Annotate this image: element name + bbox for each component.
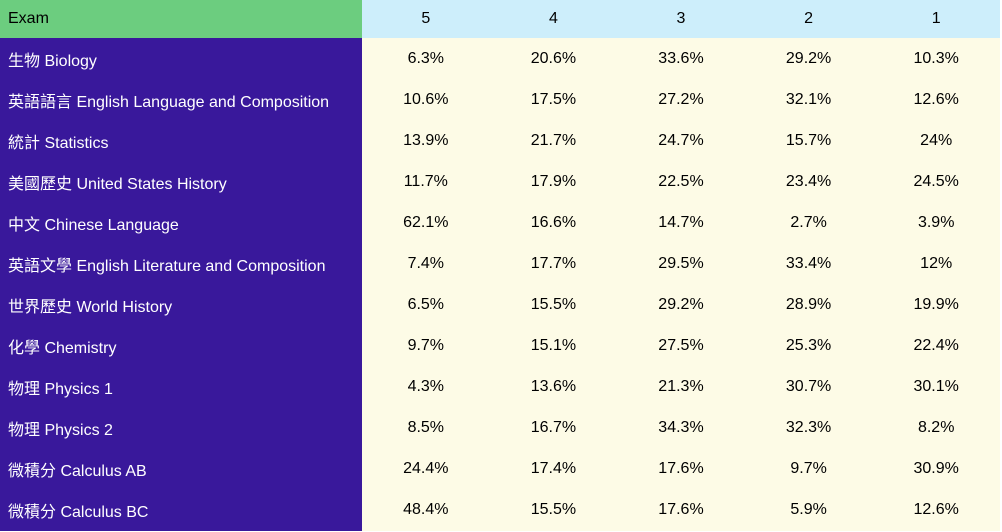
score-value-cell: 16.7% — [489, 407, 618, 449]
score-value-cell: 30.9% — [872, 448, 1000, 490]
score-value-cell: 16.6% — [489, 202, 618, 244]
score-value-cell: 48.4% — [362, 489, 490, 531]
score-value-cell: 14.7% — [617, 202, 745, 244]
score-column-header-3: 3 — [617, 0, 745, 38]
score-value-cell: 3.9% — [872, 202, 1000, 244]
score-column-header-2: 2 — [744, 0, 873, 38]
score-value-cell: 24% — [872, 120, 1000, 162]
score-value-cell: 15.5% — [489, 489, 618, 531]
score-column-header-4: 4 — [489, 0, 618, 38]
score-value-cell: 13.9% — [362, 120, 490, 162]
score-value-cell: 12.6% — [872, 489, 1000, 531]
exam-name-cell: 物理 Physics 1 — [0, 366, 362, 408]
exam-name-cell: 微積分 Calculus BC — [0, 489, 362, 531]
score-value-cell: 12.6% — [872, 79, 1000, 121]
score-value-cell: 5.9% — [744, 489, 873, 531]
exam-name-cell: 統計 Statistics — [0, 120, 362, 162]
score-value-cell: 8.2% — [872, 407, 1000, 449]
score-value-cell: 17.9% — [489, 161, 618, 203]
exam-name-cell: 英語文學 English Literature and Composition — [0, 243, 362, 285]
score-value-cell: 6.3% — [362, 38, 490, 80]
score-value-cell: 12% — [872, 243, 1000, 285]
score-value-cell: 17.5% — [489, 79, 618, 121]
exam-name-cell: 生物 Biology — [0, 38, 362, 80]
score-column-header-1: 1 — [872, 0, 1000, 38]
score-value-cell: 15.1% — [489, 325, 618, 367]
score-value-cell: 28.9% — [744, 284, 873, 326]
exam-name-cell: 化學 Chemistry — [0, 325, 362, 367]
exam-name-cell: 物理 Physics 2 — [0, 407, 362, 449]
score-value-cell: 21.7% — [489, 120, 618, 162]
exam-name-cell: 中文 Chinese Language — [0, 202, 362, 244]
score-value-cell: 24.7% — [617, 120, 745, 162]
score-value-cell: 32.1% — [744, 79, 873, 121]
score-value-cell: 33.6% — [617, 38, 745, 80]
score-value-cell: 19.9% — [872, 284, 1000, 326]
score-value-cell: 11.7% — [362, 161, 490, 203]
score-value-cell: 8.5% — [362, 407, 490, 449]
exam-name-cell: 美國歷史 United States History — [0, 161, 362, 203]
score-value-cell: 7.4% — [362, 243, 490, 285]
exam-name-cell: 英語語言 English Language and Composition — [0, 79, 362, 121]
score-value-cell: 27.2% — [617, 79, 745, 121]
score-value-cell: 25.3% — [744, 325, 873, 367]
score-value-cell: 15.5% — [489, 284, 618, 326]
score-value-cell: 9.7% — [744, 448, 873, 490]
score-value-cell: 24.4% — [362, 448, 490, 490]
exam-column-header: Exam — [0, 0, 362, 38]
score-value-cell: 9.7% — [362, 325, 490, 367]
score-column-header-5: 5 — [362, 0, 490, 38]
score-value-cell: 32.3% — [744, 407, 873, 449]
score-value-cell: 30.7% — [744, 366, 873, 408]
score-value-cell: 24.5% — [872, 161, 1000, 203]
score-value-cell: 6.5% — [362, 284, 490, 326]
score-value-cell: 17.6% — [617, 448, 745, 490]
score-value-cell: 17.6% — [617, 489, 745, 531]
score-value-cell: 13.6% — [489, 366, 618, 408]
score-value-cell: 29.5% — [617, 243, 745, 285]
score-value-cell: 20.6% — [489, 38, 618, 80]
score-value-cell: 29.2% — [617, 284, 745, 326]
exam-name-cell: 微積分 Calculus AB — [0, 448, 362, 490]
score-value-cell: 22.4% — [872, 325, 1000, 367]
score-value-cell: 15.7% — [744, 120, 873, 162]
score-value-cell: 10.6% — [362, 79, 490, 121]
score-value-cell: 30.1% — [872, 366, 1000, 408]
score-value-cell: 29.2% — [744, 38, 873, 80]
exam-name-cell: 世界歷史 World History — [0, 284, 362, 326]
score-value-cell: 2.7% — [744, 202, 873, 244]
score-value-cell: 33.4% — [744, 243, 873, 285]
score-value-cell: 17.7% — [489, 243, 618, 285]
score-value-cell: 34.3% — [617, 407, 745, 449]
score-value-cell: 22.5% — [617, 161, 745, 203]
score-value-cell: 27.5% — [617, 325, 745, 367]
score-value-cell: 17.4% — [489, 448, 618, 490]
score-value-cell: 23.4% — [744, 161, 873, 203]
score-value-cell: 4.3% — [362, 366, 490, 408]
score-value-cell: 21.3% — [617, 366, 745, 408]
score-value-cell: 62.1% — [362, 202, 490, 244]
score-value-cell: 10.3% — [872, 38, 1000, 80]
